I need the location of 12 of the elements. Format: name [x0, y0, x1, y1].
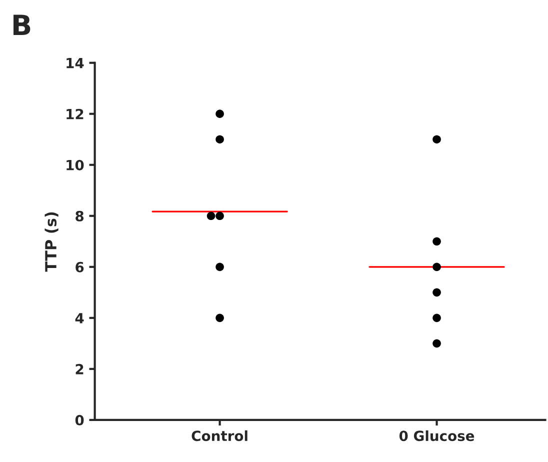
y-axis-title: TTP (s) — [44, 212, 58, 272]
y-tick-label: 10 — [66, 160, 84, 170]
y-tick-label: 8 — [76, 210, 84, 222]
y-tick-label: 2 — [76, 364, 84, 374]
y-tick-label: 14 — [66, 58, 84, 68]
chart-title: B — [14, 14, 30, 35]
x-tick-label: 0 Glucose — [399, 430, 474, 442]
y-tick-label: 4 — [75, 313, 84, 324]
y-tick-label: 6 — [76, 262, 84, 272]
y-tick-label: 12 — [66, 108, 84, 120]
x-tick-label: Control — [192, 430, 248, 442]
y-tick-label: 0 — [75, 414, 84, 426]
